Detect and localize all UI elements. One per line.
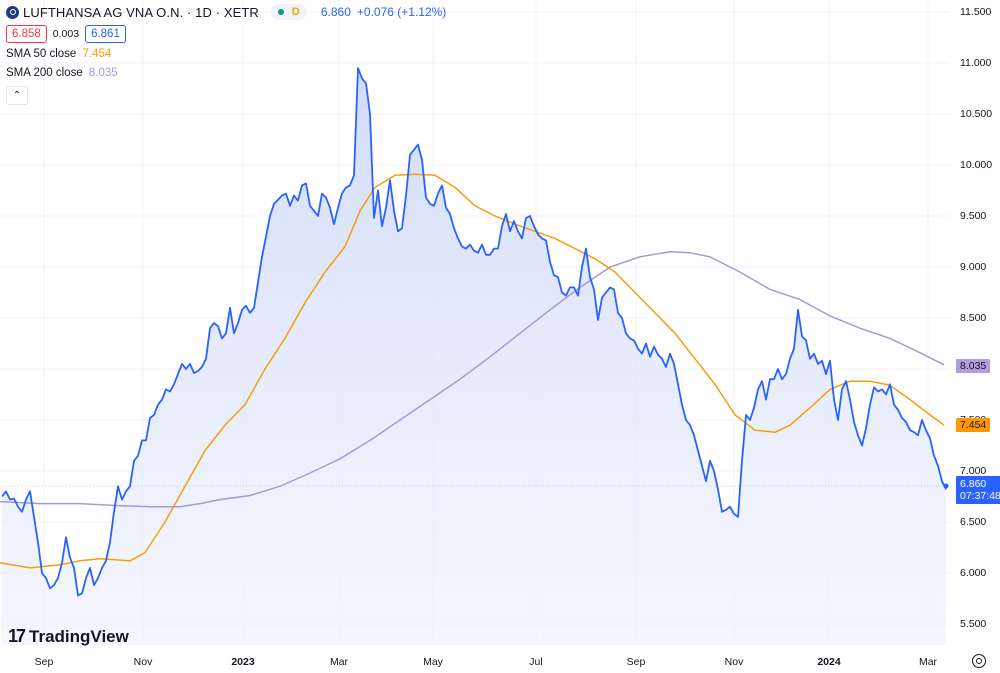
last-price-tag: 6.860 07:37:48 [956, 476, 1000, 504]
tradingview-mark-icon: 17 [8, 626, 26, 646]
time-axis-label: Sep [34, 656, 54, 668]
price-axis-label: 10.000 [960, 159, 993, 171]
time-axis-label: May [423, 656, 443, 668]
time-axis-label: Mar [918, 656, 938, 668]
sma50-label: SMA 50 close [6, 48, 77, 60]
time-axis-label: Nov [724, 656, 744, 668]
price-axis-label: 9.000 [960, 261, 987, 273]
price-axis-label: 6.000 [960, 567, 987, 579]
tradingview-logo[interactable]: 17 TradingView [8, 626, 129, 647]
market-open-dot-icon [277, 9, 284, 15]
sell-button[interactable]: 6.858 [6, 25, 47, 43]
price-axis-label: 5.500 [960, 618, 987, 630]
chart-settings-gear-icon[interactable] [972, 654, 986, 668]
chart-legend: LUFTHANSA AG VNA O.N. · 1D · XETR D 6.86… [6, 3, 446, 105]
data-delay-badge: D [291, 6, 300, 18]
bar-countdown: 07:37:48 [960, 490, 1000, 502]
chevron-up-icon: ⌃ [12, 90, 22, 101]
sma200-line [0, 250, 945, 508]
time-axis-label: Sep [626, 656, 646, 668]
last-price-dot [943, 483, 949, 489]
sma200-label: SMA 200 close [6, 67, 83, 79]
tradingview-logo-text: TradingView [29, 626, 129, 646]
sma50-price-tag: 7.454 [956, 418, 991, 432]
buy-button[interactable]: 6.861 [85, 25, 126, 43]
price-change: +0.076 (+1.12%) [356, 5, 447, 19]
price-axis-label: 8.500 [960, 312, 987, 324]
symbol-header: LUFTHANSA AG VNA O.N. · 1D · XETR D 6.86… [6, 3, 446, 21]
last-price: 6.860 [320, 5, 351, 19]
price-axis-label: 7.000 [960, 465, 987, 477]
time-axis-label: Jul [529, 656, 543, 668]
sma200-value: 8.035 [88, 67, 118, 79]
market-status-badge[interactable]: D [270, 4, 307, 20]
time-axis-label: Nov [133, 656, 153, 668]
price-area-fill [2, 68, 946, 646]
time-axis-label: Mar [329, 656, 349, 668]
lufthansa-logo-icon [6, 5, 19, 19]
last-price-tag-value: 6.860 [960, 478, 987, 490]
sma200-price-tag: 8.035 [956, 359, 991, 373]
price-axis-label: 6.500 [960, 516, 987, 528]
symbol-title[interactable]: LUFTHANSA AG VNA O.N. · 1D · XETR [23, 4, 259, 20]
price-axis-label: 10.500 [960, 108, 993, 120]
collapse-legend-button[interactable]: ⌃ [6, 86, 28, 105]
price-axis-label: 11.500 [960, 6, 992, 18]
sma50-value: 7.454 [82, 48, 112, 60]
time-axis-label: 2023 [231, 656, 255, 668]
spread-value: 0.003 [52, 28, 80, 40]
time-axis-label: 2024 [817, 656, 841, 668]
sma50-line [0, 173, 945, 569]
price-line [1, 67, 947, 597]
price-axis-label: 11.000 [960, 57, 992, 69]
sma200-legend[interactable]: SMA 200 close 8.035 [6, 67, 446, 81]
quote-row: 6.858 0.003 6.861 [6, 25, 446, 43]
price-axis-label: 9.500 [960, 210, 987, 222]
sma50-legend[interactable]: SMA 50 close 7.454 [6, 48, 446, 62]
